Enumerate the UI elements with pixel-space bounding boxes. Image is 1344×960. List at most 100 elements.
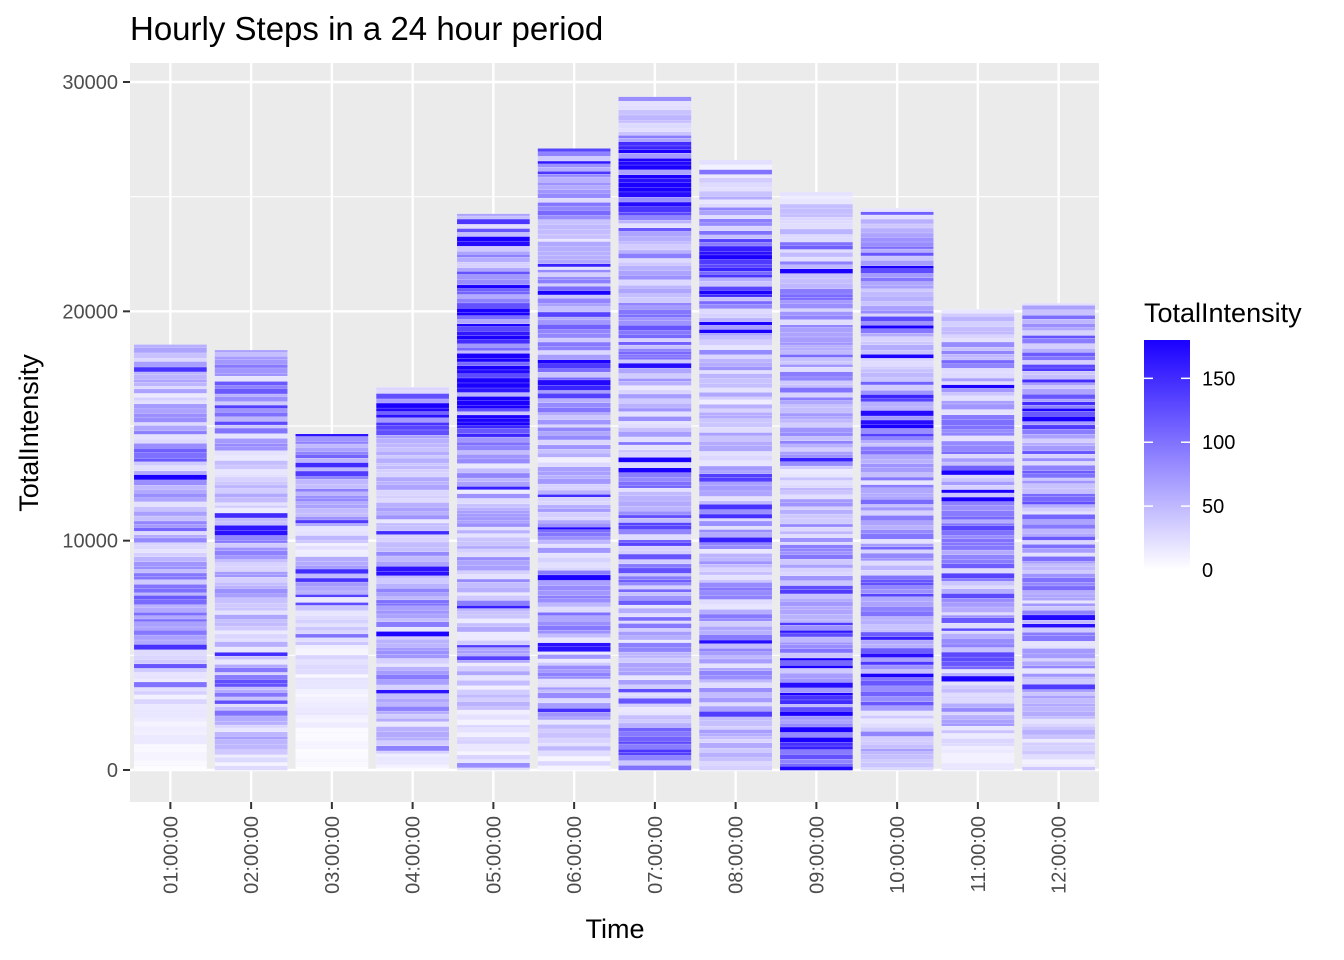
bar-segment <box>618 719 692 723</box>
bar-segment <box>699 561 772 564</box>
bar-segment <box>941 489 1015 493</box>
bar-segment <box>860 281 934 286</box>
bar-segment <box>780 502 853 507</box>
bar-segment <box>618 293 692 298</box>
bar-segment <box>537 724 611 729</box>
bar-segment <box>457 520 530 523</box>
bar-segment <box>295 434 369 437</box>
bar-segment <box>457 660 530 663</box>
bar-segment <box>780 377 853 381</box>
bar-segment <box>376 571 449 576</box>
bar-segment <box>537 743 611 746</box>
bar-segment <box>376 643 449 648</box>
bar-segment <box>457 411 530 415</box>
bar-segment <box>537 359 611 364</box>
bar-segment <box>1022 394 1095 399</box>
bar-segment <box>295 697 369 703</box>
bar-segment <box>376 498 449 503</box>
bar-segment <box>295 476 369 479</box>
bar-segment <box>295 715 369 719</box>
bar-segment <box>537 424 611 428</box>
bar-segment <box>295 462 369 468</box>
bar-segment <box>457 236 530 242</box>
bar-segment <box>457 459 530 464</box>
bar-segment <box>537 185 611 190</box>
bar-segment <box>1022 677 1095 680</box>
bar-segment <box>376 721 449 727</box>
bar-segment <box>376 753 449 757</box>
bar-segment <box>1022 461 1095 466</box>
bar-segment <box>618 206 692 212</box>
bar-segment <box>699 294 772 297</box>
bar-segment <box>295 516 369 520</box>
bar-segment <box>295 467 369 471</box>
bar-segment <box>1022 711 1095 717</box>
bar-segment <box>860 510 934 516</box>
bar-segment <box>295 655 369 660</box>
bar-segment <box>618 467 692 473</box>
y-tick-label: 0 <box>107 760 118 782</box>
bar-segment <box>941 749 1015 753</box>
bar-segment <box>618 605 692 609</box>
bar-segment <box>1022 766 1095 771</box>
bar-segment <box>295 645 369 649</box>
bar-segment <box>214 373 288 376</box>
bar-segment <box>214 721 288 725</box>
bar-segment <box>134 556 207 562</box>
bar-segment <box>457 507 530 511</box>
bar-segment <box>699 509 772 514</box>
bar-segment <box>780 229 853 235</box>
bar-segment <box>941 462 1015 466</box>
bar-segment <box>780 416 853 419</box>
bar-segment <box>780 742 853 746</box>
bar-segment <box>941 429 1015 432</box>
bar-segment <box>618 595 692 601</box>
bar-segment <box>457 294 530 299</box>
bar-segment <box>376 481 449 485</box>
bar-segment <box>214 639 288 642</box>
bar-segment <box>860 558 934 561</box>
bar-segment <box>618 96 692 102</box>
bar-segment <box>618 613 692 617</box>
bar-segment <box>537 684 611 688</box>
bar-segment <box>618 297 692 303</box>
bar-segment <box>860 575 934 580</box>
bar-segment <box>860 420 934 425</box>
bar-segment <box>780 622 853 626</box>
bar-segment <box>699 643 772 649</box>
bar-segment <box>537 672 611 677</box>
bar-segment <box>699 207 772 211</box>
bar-segment <box>780 754 853 760</box>
bar-segment <box>134 372 207 375</box>
bar-segment <box>780 609 853 615</box>
bar-segment <box>134 417 207 423</box>
bar-segment <box>618 554 692 560</box>
bar-segment <box>134 668 207 673</box>
bar-segment <box>214 667 288 673</box>
bar-segment <box>618 568 692 574</box>
bar-segment <box>134 431 207 435</box>
bar-segment <box>618 421 692 424</box>
bar-segment <box>699 614 772 619</box>
bar-segment <box>618 760 692 766</box>
bar-segment <box>537 229 611 235</box>
bar-segment <box>457 527 530 530</box>
bar-segment <box>860 325 934 329</box>
bar-segment <box>860 560 934 566</box>
bar-segment <box>941 638 1015 644</box>
bar-segment <box>860 233 934 238</box>
bar-segment <box>214 683 288 687</box>
bar-segment <box>699 720 772 727</box>
bar-segment <box>1022 632 1095 636</box>
bar-segment <box>376 455 449 458</box>
bar-segment <box>860 242 934 247</box>
x-tick-label: 07:00:00 <box>645 816 667 894</box>
bar-segment <box>699 277 772 282</box>
bar-segment <box>780 601 853 607</box>
bar-segment <box>860 296 934 302</box>
bar-segment <box>295 594 369 598</box>
bar-segment <box>1022 540 1095 545</box>
bar-segment <box>618 385 692 390</box>
bar-segment <box>780 264 853 269</box>
bar-segment <box>699 733 772 737</box>
